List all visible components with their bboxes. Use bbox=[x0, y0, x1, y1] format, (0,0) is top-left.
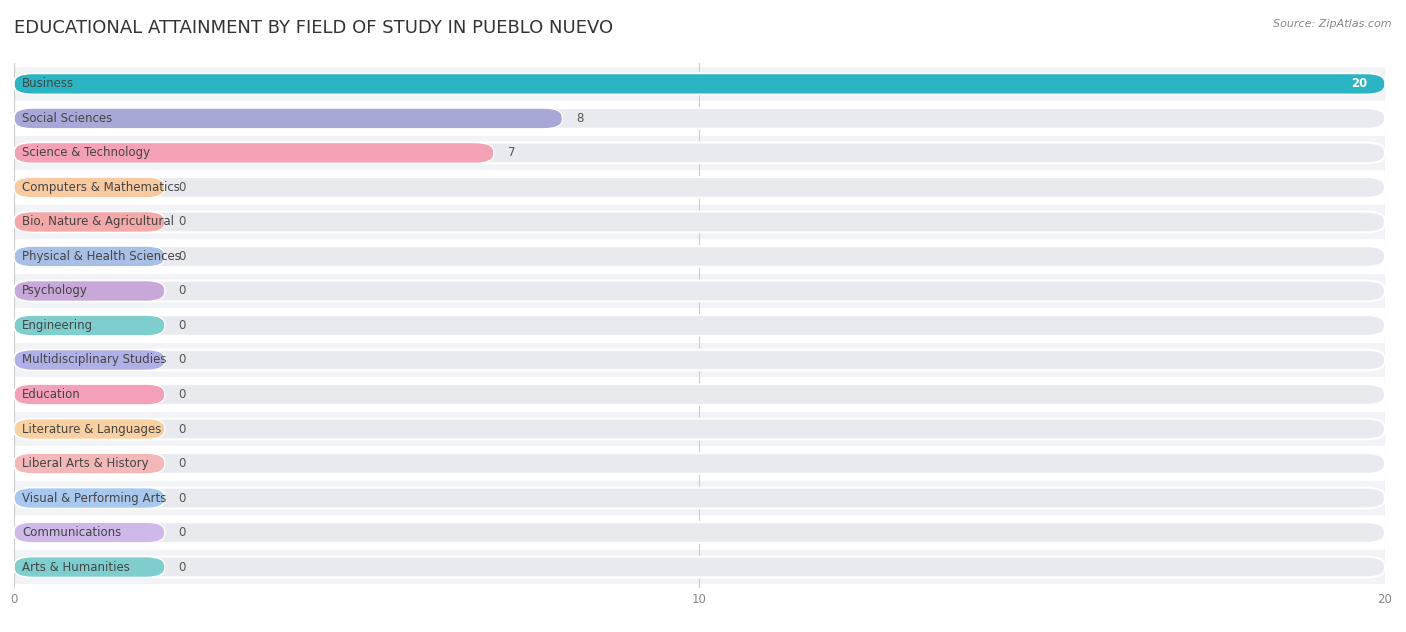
FancyBboxPatch shape bbox=[14, 522, 1385, 543]
Text: 0: 0 bbox=[179, 181, 186, 194]
Bar bbox=[0, 343, 1406, 377]
FancyBboxPatch shape bbox=[14, 557, 165, 578]
FancyBboxPatch shape bbox=[14, 349, 1385, 370]
FancyBboxPatch shape bbox=[14, 177, 1385, 198]
Text: 7: 7 bbox=[508, 147, 515, 159]
Bar bbox=[0, 515, 1406, 550]
FancyBboxPatch shape bbox=[14, 384, 1385, 405]
Text: Physical & Health Sciences: Physical & Health Sciences bbox=[22, 250, 181, 263]
Text: Multidisciplinary Studies: Multidisciplinary Studies bbox=[22, 353, 167, 367]
FancyBboxPatch shape bbox=[14, 384, 165, 405]
Bar bbox=[0, 239, 1406, 274]
Text: Computers & Mathematics: Computers & Mathematics bbox=[22, 181, 180, 194]
Text: Psychology: Psychology bbox=[22, 284, 89, 298]
Text: Source: ZipAtlas.com: Source: ZipAtlas.com bbox=[1274, 19, 1392, 29]
FancyBboxPatch shape bbox=[14, 246, 165, 267]
Bar bbox=[0, 377, 1406, 412]
Bar bbox=[0, 412, 1406, 446]
Text: 0: 0 bbox=[179, 492, 186, 504]
Text: 8: 8 bbox=[576, 112, 583, 125]
Bar bbox=[0, 205, 1406, 239]
Bar bbox=[0, 170, 1406, 205]
Text: 0: 0 bbox=[179, 319, 186, 332]
FancyBboxPatch shape bbox=[14, 177, 165, 198]
FancyBboxPatch shape bbox=[14, 315, 165, 336]
FancyBboxPatch shape bbox=[14, 108, 562, 129]
Text: 0: 0 bbox=[179, 423, 186, 435]
FancyBboxPatch shape bbox=[14, 418, 1385, 439]
Text: EDUCATIONAL ATTAINMENT BY FIELD OF STUDY IN PUEBLO NUEVO: EDUCATIONAL ATTAINMENT BY FIELD OF STUDY… bbox=[14, 19, 613, 37]
Text: Literature & Languages: Literature & Languages bbox=[22, 423, 162, 435]
FancyBboxPatch shape bbox=[14, 488, 165, 508]
Text: 0: 0 bbox=[179, 284, 186, 298]
FancyBboxPatch shape bbox=[14, 281, 1385, 301]
Text: 20: 20 bbox=[1351, 77, 1368, 90]
Bar bbox=[0, 274, 1406, 308]
Bar bbox=[0, 550, 1406, 585]
Bar bbox=[0, 101, 1406, 136]
Text: Visual & Performing Arts: Visual & Performing Arts bbox=[22, 492, 167, 504]
FancyBboxPatch shape bbox=[14, 212, 1385, 233]
Bar bbox=[0, 66, 1406, 101]
Bar bbox=[0, 481, 1406, 515]
Text: 0: 0 bbox=[179, 353, 186, 367]
FancyBboxPatch shape bbox=[14, 143, 1385, 163]
FancyBboxPatch shape bbox=[14, 73, 1385, 94]
FancyBboxPatch shape bbox=[14, 246, 1385, 267]
FancyBboxPatch shape bbox=[14, 557, 1385, 578]
Text: 0: 0 bbox=[179, 388, 186, 401]
FancyBboxPatch shape bbox=[14, 453, 165, 474]
Text: Engineering: Engineering bbox=[22, 319, 93, 332]
Bar bbox=[0, 136, 1406, 170]
Text: Education: Education bbox=[22, 388, 82, 401]
Text: Bio, Nature & Agricultural: Bio, Nature & Agricultural bbox=[22, 216, 174, 228]
Text: Social Sciences: Social Sciences bbox=[22, 112, 112, 125]
Text: 0: 0 bbox=[179, 250, 186, 263]
FancyBboxPatch shape bbox=[14, 418, 165, 439]
Text: Business: Business bbox=[22, 77, 75, 90]
Text: Arts & Humanities: Arts & Humanities bbox=[22, 561, 131, 574]
FancyBboxPatch shape bbox=[14, 488, 1385, 508]
Bar bbox=[0, 308, 1406, 343]
Text: 0: 0 bbox=[179, 526, 186, 539]
Text: 0: 0 bbox=[179, 216, 186, 228]
FancyBboxPatch shape bbox=[14, 349, 165, 370]
Text: Communications: Communications bbox=[22, 526, 121, 539]
FancyBboxPatch shape bbox=[14, 73, 1385, 94]
Text: 0: 0 bbox=[179, 561, 186, 574]
FancyBboxPatch shape bbox=[14, 522, 165, 543]
FancyBboxPatch shape bbox=[14, 315, 1385, 336]
FancyBboxPatch shape bbox=[14, 212, 165, 233]
Bar bbox=[0, 446, 1406, 481]
Text: Liberal Arts & History: Liberal Arts & History bbox=[22, 457, 149, 470]
Text: 0: 0 bbox=[179, 457, 186, 470]
FancyBboxPatch shape bbox=[14, 143, 494, 163]
FancyBboxPatch shape bbox=[14, 281, 165, 301]
Text: Science & Technology: Science & Technology bbox=[22, 147, 150, 159]
FancyBboxPatch shape bbox=[14, 108, 1385, 129]
FancyBboxPatch shape bbox=[14, 453, 1385, 474]
